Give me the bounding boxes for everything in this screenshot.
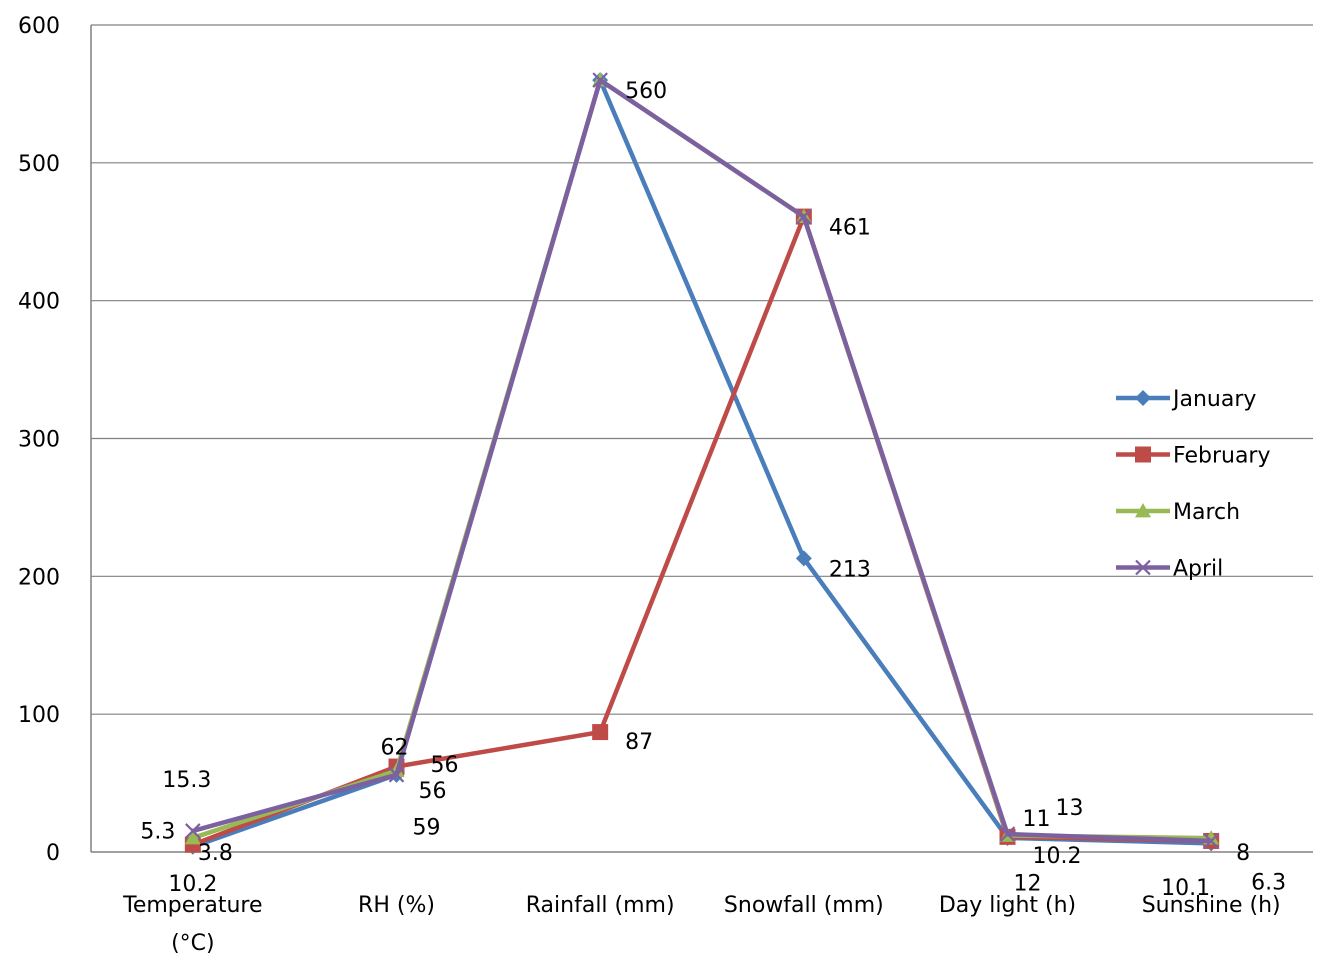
legend-label: January [1171,387,1256,412]
y-tick-label: 200 [18,565,60,590]
series-line [192,214,1212,847]
x-tick-label: Rainfall (mm) [526,893,675,918]
legend-item-february: February [1116,444,1271,469]
series-february [184,208,1220,853]
x-axis-ticks: Temperature (°C) RH (%) Rainfall (mm) Snowfa… [122,893,1280,956]
x-tick-label: Day light (h) [939,893,1076,918]
legend: January February March April [1116,387,1271,582]
y-tick-label: 0 [46,841,60,866]
legend-label: April [1173,557,1223,582]
gridlines [91,24,1313,715]
data-point [796,208,812,225]
data-label: 56 [431,753,459,778]
data-label: 56 [419,779,447,804]
data-label: 6.3 [1251,870,1286,895]
data-point [184,829,201,845]
x-tick-label: RH (%) [358,893,435,918]
data-label: 213 [829,557,871,582]
x-tick-label: Temperature (°C) [122,893,262,956]
y-tick-label: 400 [18,290,60,315]
data-label: 5.3 [140,820,175,845]
data-label: 461 [829,216,871,241]
data-point [592,72,608,88]
y-axis-ticks: 0 100 200 300 400 500 600 [18,14,60,866]
y-tick-label: 600 [18,14,60,39]
x-tick-label: Snowfall (mm) [724,893,884,918]
legend-marker [1135,503,1151,518]
data-label: 15.3 [162,768,211,793]
data-label: 87 [625,730,653,755]
y-tick-label: 500 [18,152,60,177]
legend-marker [1135,446,1151,463]
data-label: 12 [1014,871,1042,896]
legend-item-april: April [1116,557,1223,582]
x-tick-label: Sunshine (h) [1142,893,1281,918]
data-point [1203,833,1219,849]
data-point [795,550,812,567]
legend-marker [1135,559,1151,576]
series-april [185,72,1219,849]
series-january [184,72,1220,855]
data-label: 3.8 [198,841,233,866]
series-line [192,77,1212,841]
legend-label: March [1173,500,1240,525]
series-lines [184,72,1220,855]
legend-marker [1135,390,1151,406]
data-label: 10.1 [1161,876,1210,901]
data-point [388,767,405,783]
data-label: 11 [1023,807,1051,832]
data-point [185,823,201,839]
series-march [184,72,1220,845]
data-label: 10.2 [168,872,217,897]
data-label: 10.2 [1033,844,1082,869]
legend-label: February [1173,444,1271,469]
data-label: 8 [1236,841,1250,866]
y-tick-label: 300 [18,428,60,453]
legend-item-march: March [1116,500,1240,525]
legend-item-january: January [1116,387,1256,412]
y-tick-label: 100 [18,703,60,728]
data-label: 59 [413,816,441,841]
data-label: 62 [381,736,409,761]
series-line [192,77,1212,849]
series-line [192,77,1212,844]
data-label: 13 [1056,796,1084,821]
axes [90,25,1313,853]
data-label: 560 [625,79,667,104]
data-point [592,724,609,741]
data-point [999,826,1016,842]
